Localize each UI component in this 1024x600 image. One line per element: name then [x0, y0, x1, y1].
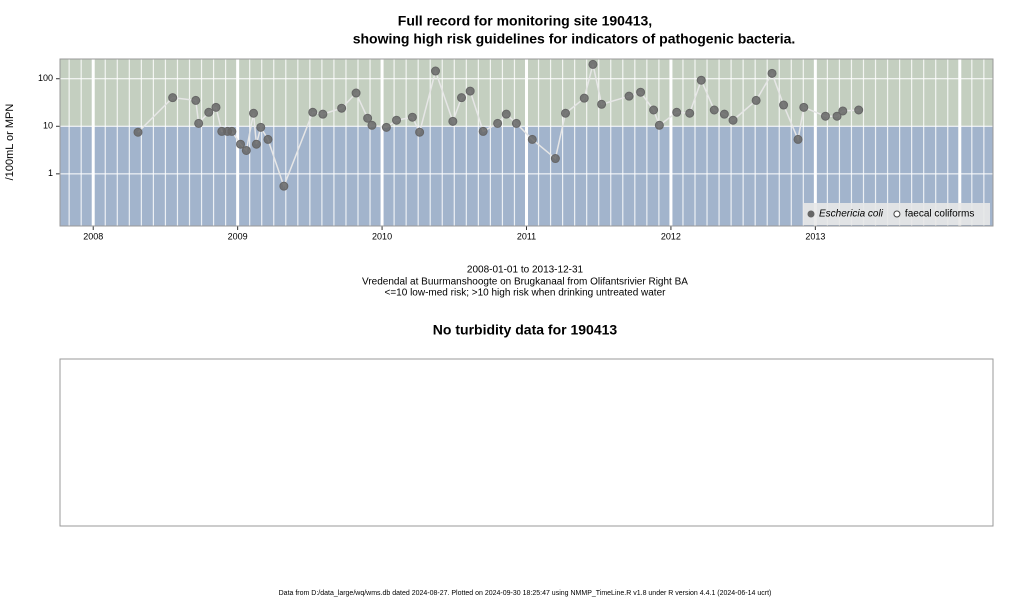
data-point	[597, 99, 607, 109]
data-point	[211, 102, 221, 112]
y-axis-label: /100mL or MPN	[4, 104, 16, 181]
legend-label: Eschericia coli	[819, 209, 884, 220]
empty-plot-frame	[59, 358, 994, 527]
x-tick-label: 2009	[228, 231, 248, 241]
data-point	[204, 107, 214, 117]
data-point	[457, 93, 467, 103]
x-tick-label: 2012	[661, 231, 681, 241]
y-tick-label: 100	[38, 73, 53, 83]
y-tick-label: 10	[43, 121, 53, 131]
data-point	[624, 91, 634, 101]
data-point	[501, 109, 511, 119]
subtitle: 2008-01-01 to 2013-12-31	[467, 265, 584, 276]
data-point	[308, 107, 318, 117]
x-tick-label: 2008	[83, 231, 103, 241]
data-point	[832, 111, 842, 121]
data-point	[550, 154, 560, 164]
data-point	[654, 120, 664, 130]
y-tick-label: 1	[48, 168, 53, 178]
chart-title: No turbidity data for 190413	[433, 322, 618, 338]
data-point	[263, 134, 273, 144]
data-point	[168, 93, 178, 103]
subtitle: Vredendal at Buurmanshoogte on Brugkanaa…	[362, 277, 688, 288]
data-point	[256, 122, 266, 132]
data-point	[392, 115, 402, 125]
data-point	[709, 105, 719, 115]
data-point	[279, 181, 289, 191]
data-point	[351, 88, 361, 98]
data-point	[672, 107, 682, 117]
data-point	[527, 134, 537, 144]
data-point	[318, 109, 328, 119]
legend-marker	[807, 210, 815, 218]
data-point	[636, 87, 646, 97]
data-point	[465, 86, 475, 96]
data-point	[191, 95, 201, 105]
data-point	[407, 112, 417, 122]
legend-marker	[893, 210, 901, 218]
data-point	[236, 139, 246, 149]
x-tick-label: 2010	[372, 231, 392, 241]
data-point	[448, 116, 458, 126]
x-tick-label: 2013	[805, 231, 825, 241]
legend-label: faecal coliforms	[905, 209, 974, 220]
data-point	[415, 127, 425, 137]
data-point	[367, 120, 377, 130]
data-point	[793, 134, 803, 144]
data-point	[751, 95, 761, 105]
footer: Data from D:/data_large/wq/wms.db dated …	[279, 590, 772, 597]
data-point	[799, 102, 809, 112]
chart-title: Full record for monitoring site 190413,	[398, 13, 652, 29]
data-point	[854, 105, 864, 115]
data-point	[478, 126, 488, 136]
data-point	[249, 108, 259, 118]
data-point	[227, 126, 237, 136]
data-point	[767, 68, 777, 78]
plot-frame	[59, 58, 994, 227]
data-point	[560, 108, 570, 118]
data-point	[685, 108, 695, 118]
data-point	[363, 113, 373, 123]
data-point	[381, 122, 391, 132]
data-point	[728, 115, 738, 125]
data-point	[696, 75, 706, 85]
data-point	[511, 118, 521, 128]
data-point	[133, 127, 143, 137]
data-point	[194, 118, 204, 128]
data-point	[838, 106, 848, 116]
subtitle: <=10 low-med risk; >10 high risk when dr…	[385, 288, 667, 299]
data-point	[431, 66, 441, 76]
x-tick-label: 2011	[517, 231, 536, 241]
data-point	[588, 59, 598, 69]
data-point	[241, 145, 251, 155]
data-point	[337, 103, 347, 113]
data-point	[779, 100, 789, 110]
data-point	[719, 109, 729, 119]
plot-area: 1 10 100 2008 2009 2010 2011 2012 2013 Eschericia…	[38, 58, 994, 241]
data-point	[493, 118, 503, 128]
data-point	[649, 105, 659, 115]
data-point	[579, 93, 589, 103]
chart-title-line2: showing high risk guidelines for indicat…	[353, 31, 796, 47]
data-point	[820, 111, 830, 121]
data-point	[251, 139, 261, 149]
